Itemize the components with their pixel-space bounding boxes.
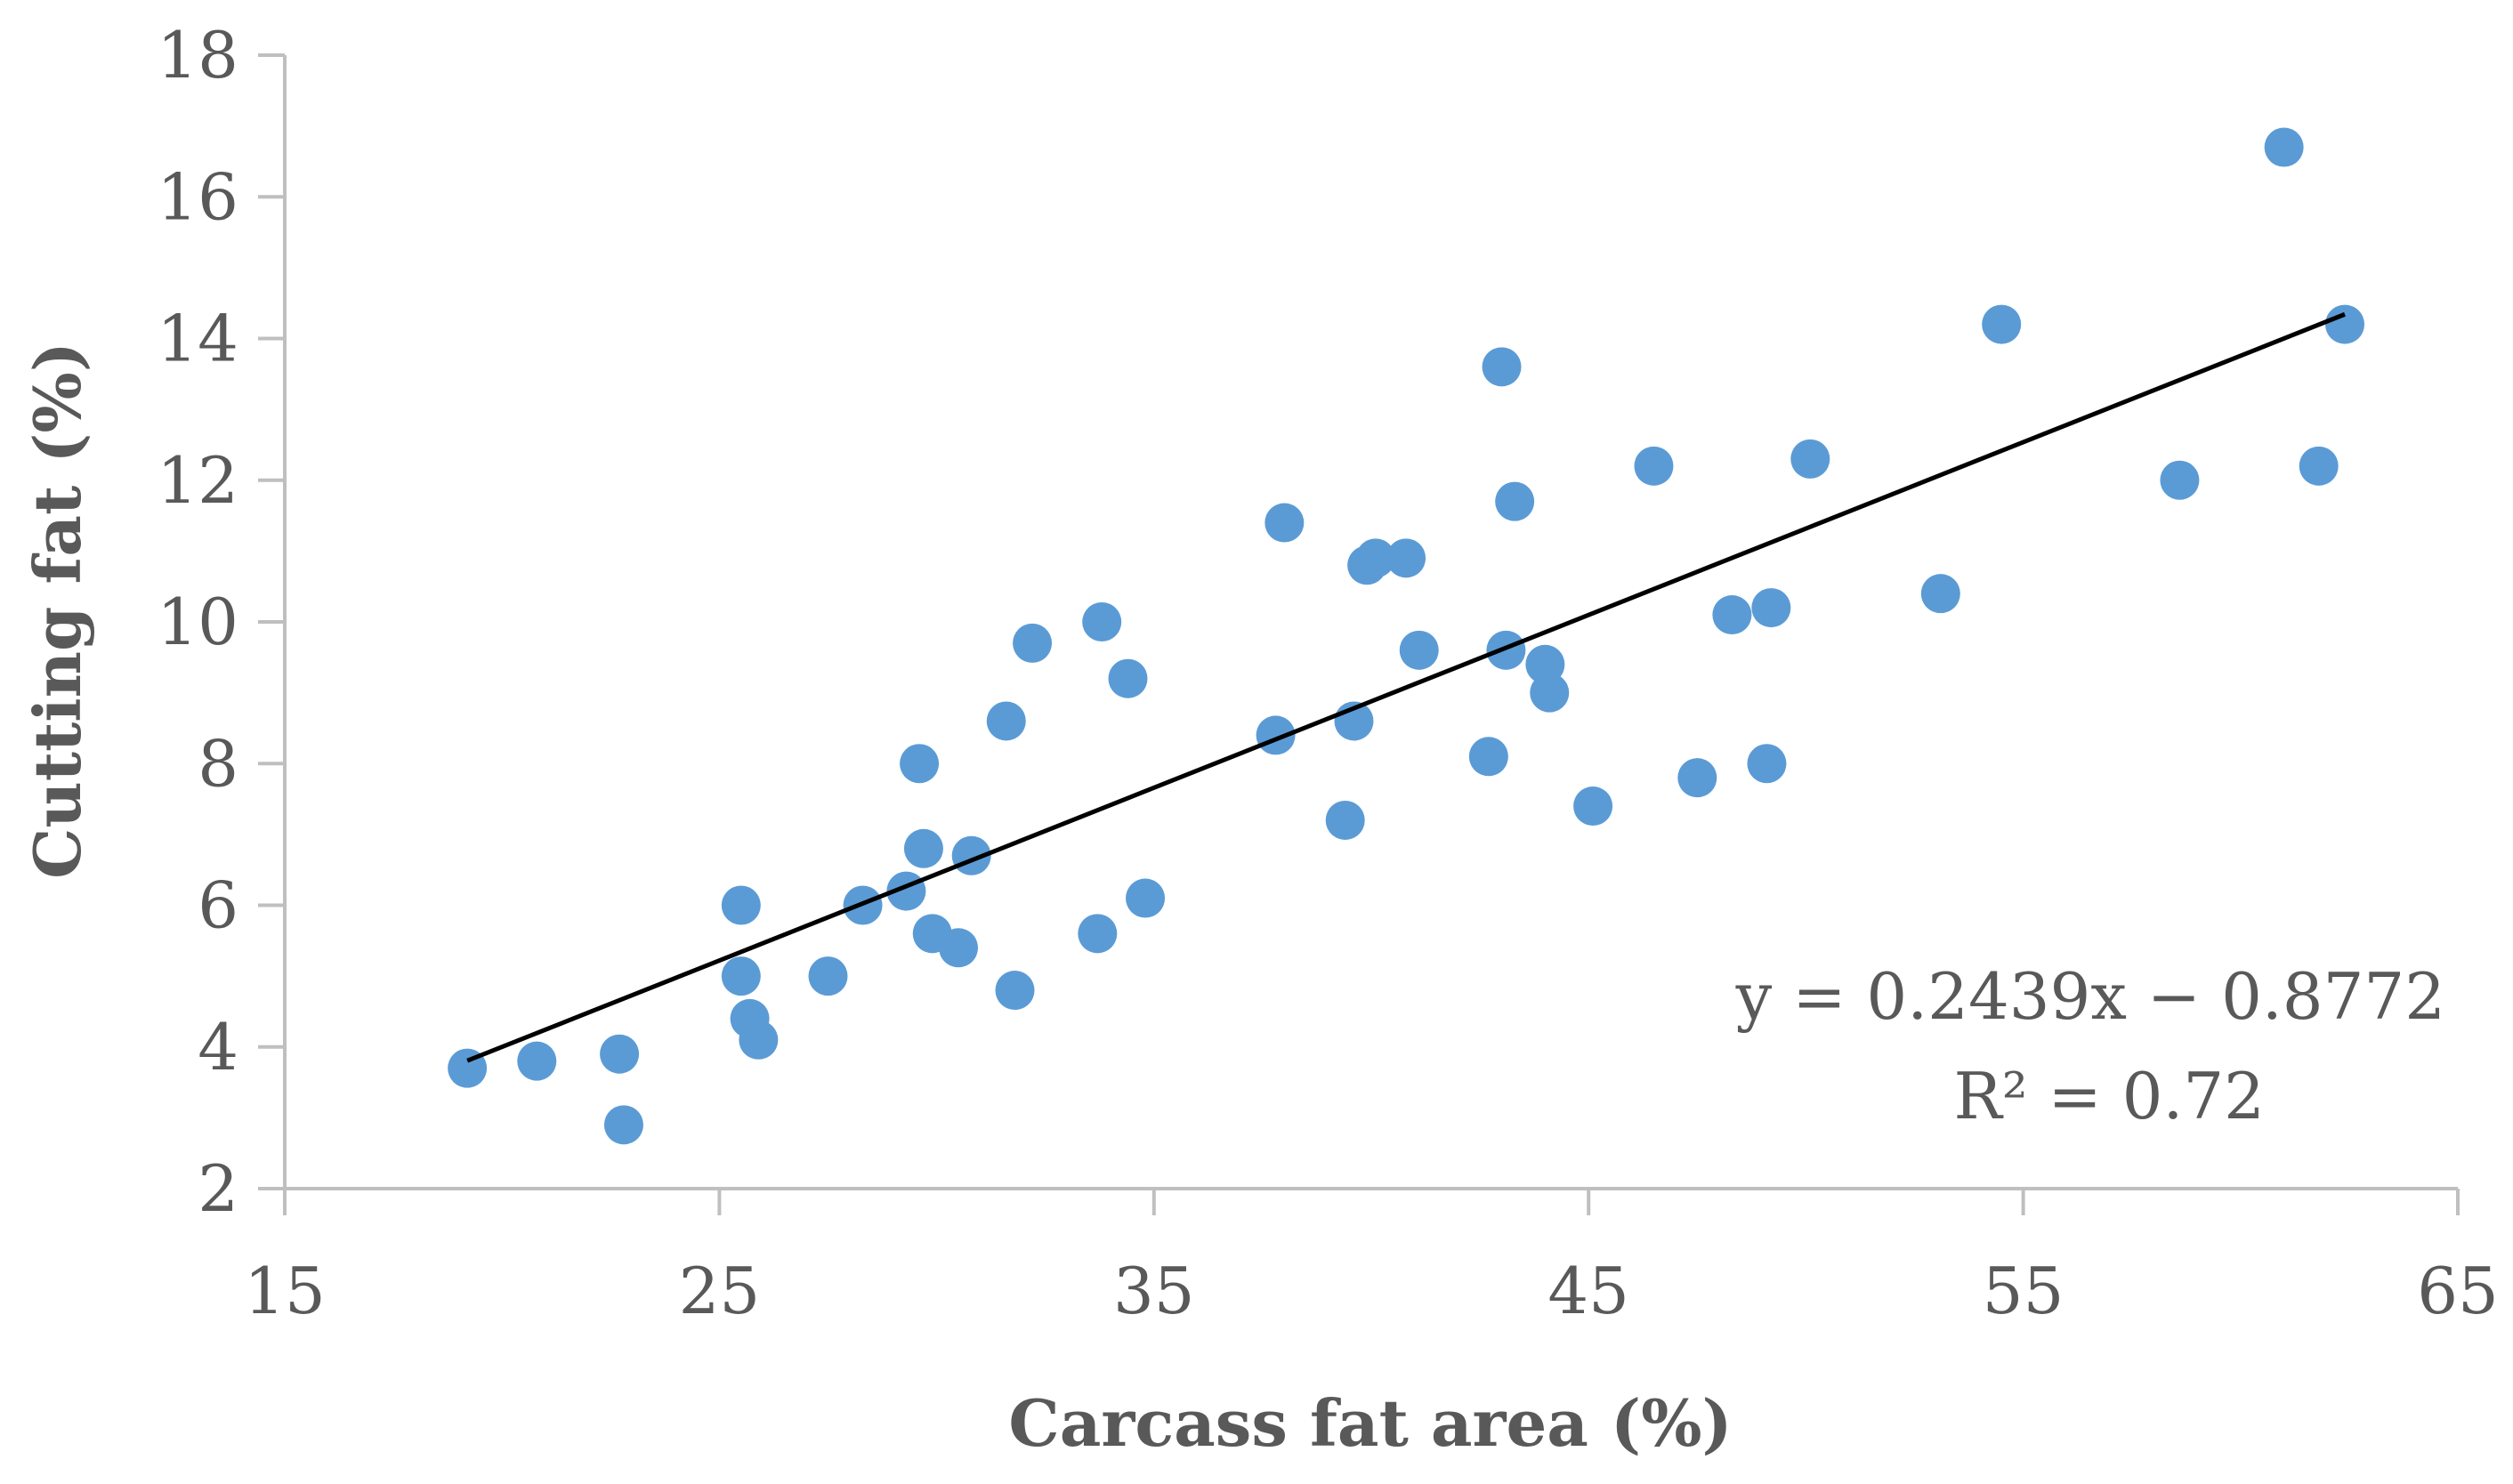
data-point bbox=[603, 1105, 643, 1145]
data-point bbox=[1399, 630, 1439, 670]
data-point bbox=[1712, 595, 1752, 635]
data-point bbox=[1634, 446, 1674, 486]
data-points bbox=[448, 127, 2365, 1145]
data-point bbox=[995, 971, 1035, 1011]
data-point bbox=[1751, 588, 1791, 628]
data-point bbox=[1677, 758, 1717, 798]
data-point bbox=[1482, 347, 1522, 387]
data-point bbox=[1355, 538, 1395, 578]
trendline bbox=[466, 311, 2346, 1063]
x-tick-label: 65 bbox=[2417, 1254, 2499, 1328]
data-point bbox=[1468, 737, 1508, 777]
trendline-equation: y = 0.2439x − 0.8772 bbox=[1735, 959, 2445, 1034]
data-point bbox=[1013, 623, 1053, 663]
data-point bbox=[1082, 602, 1122, 641]
data-point bbox=[721, 885, 761, 925]
y-tick-label: 14 bbox=[157, 302, 238, 376]
x-axis-title: Carcass fat area (%) bbox=[1008, 1385, 1732, 1461]
data-point bbox=[721, 956, 761, 996]
data-point bbox=[1530, 673, 1570, 713]
data-point bbox=[939, 928, 979, 968]
data-point bbox=[986, 701, 1026, 741]
data-point bbox=[1982, 304, 2022, 344]
y-tick-label: 18 bbox=[157, 18, 238, 93]
data-point bbox=[1265, 503, 1305, 543]
data-point bbox=[1747, 744, 1787, 784]
data-point bbox=[1790, 439, 1830, 479]
data-point bbox=[1386, 538, 1426, 578]
data-point bbox=[900, 744, 940, 784]
x-tick-label: 15 bbox=[244, 1254, 326, 1328]
y-tick-label: 12 bbox=[157, 443, 238, 518]
y-tick-label: 8 bbox=[198, 726, 238, 801]
x-tick-label: 35 bbox=[1113, 1254, 1195, 1328]
y-tick-label: 6 bbox=[198, 868, 238, 943]
data-point bbox=[2160, 460, 2200, 500]
x-tick-label: 55 bbox=[1983, 1254, 2065, 1328]
y-axis-title: Cutting fat (%) bbox=[20, 342, 95, 879]
x-tick-label: 25 bbox=[679, 1254, 761, 1328]
y-tick-label: 10 bbox=[157, 585, 238, 659]
data-point bbox=[1126, 878, 1166, 918]
r-squared-label: R² = 0.72 bbox=[1954, 1059, 2266, 1133]
data-point bbox=[517, 1041, 557, 1081]
data-point bbox=[2299, 446, 2339, 486]
data-point bbox=[1325, 800, 1365, 840]
ticks: 2 4 6 8 10 12 14 16 18 15 25 35 45 55 65 bbox=[157, 18, 2498, 1328]
data-point bbox=[2325, 304, 2365, 344]
y-tick-label: 2 bbox=[198, 1151, 238, 1226]
data-point bbox=[1495, 481, 1535, 521]
y-tick-label: 16 bbox=[157, 159, 238, 234]
data-point bbox=[2264, 127, 2304, 167]
data-point bbox=[1920, 574, 1960, 614]
data-point bbox=[1486, 630, 1526, 670]
data-point bbox=[808, 956, 848, 996]
data-point bbox=[1078, 914, 1118, 954]
data-point bbox=[903, 828, 943, 868]
trendline-group bbox=[466, 311, 2346, 1063]
x-tick-label: 45 bbox=[1547, 1254, 1629, 1328]
data-point bbox=[600, 1034, 640, 1074]
data-point bbox=[1108, 658, 1148, 698]
data-point bbox=[739, 1020, 779, 1060]
data-point bbox=[1573, 786, 1613, 827]
y-tick-label: 4 bbox=[198, 1010, 238, 1085]
